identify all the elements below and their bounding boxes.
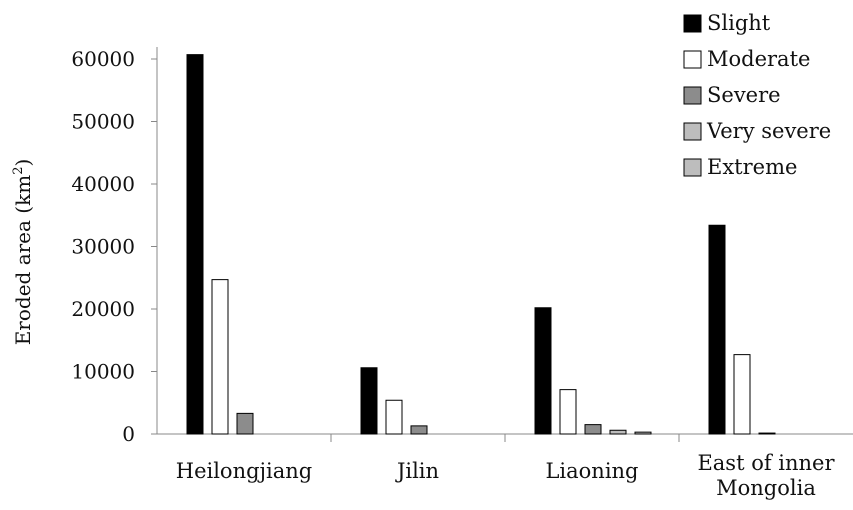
axes: 0 10000 20000 30000 40000 50000 60000 Heilongji… [71,47,853,500]
legend-label: Very severe [706,119,831,143]
svg-text:Eroded area (km2): Eroded area (km2) [11,159,35,346]
bar-slight [534,307,552,435]
bar-slight [186,54,204,435]
x-category-label-line: Liaoning [545,459,638,483]
x-category-label-line: East of inner [697,451,835,475]
bar-slight [360,367,378,435]
y-tick-label: 10000 [71,360,135,384]
legend: Slight Moderate Severe Very severe Extreme [683,11,831,179]
bar-moderate [385,399,403,435]
y-axis-title-close: ) [11,159,35,167]
bar-moderate [733,354,751,435]
x-category-label: East of inner Mongolia [697,451,835,500]
bar-moderate [559,389,577,435]
x-category-label: Liaoning [545,459,638,483]
bar-severe [584,424,602,435]
x-category-label-line: Mongolia [716,476,816,500]
x-category-label-line: Jilin [395,459,439,483]
bar-moderate [211,279,229,435]
y-axis-title-superscript: 2 [11,167,26,175]
legend-label: Severe [707,83,781,107]
legend-swatch [683,86,702,105]
legend-swatch [683,158,702,177]
bar-slight [708,224,726,435]
bar-extreme [634,431,652,435]
bar-severe [758,432,776,435]
legend-swatch [683,122,702,141]
bars [186,54,776,435]
y-axis-title-text: Eroded area (km [11,175,35,346]
bar-severe [236,412,254,435]
x-category-label-line: Heilongjiang [176,459,313,483]
y-tick-label: 20000 [71,297,135,321]
x-category-label: Jilin [395,459,439,483]
y-tick-label: 40000 [71,172,135,196]
y-tick-label: 50000 [71,110,135,134]
bar-very-severe [609,429,627,435]
bar-severe [410,425,428,435]
legend-label: Moderate [707,47,810,71]
legend-swatch [683,50,702,69]
y-axis-title: Eroded area (km2) [11,159,35,346]
x-category-label: Heilongjiang [176,459,313,483]
legend-label: Slight [707,11,771,35]
y-tick-label: 60000 [71,47,135,71]
y-tick-label: 0 [122,422,135,446]
legend-swatch [683,14,702,33]
y-tick-label: 30000 [71,235,135,259]
legend-label: Extreme [707,155,797,179]
